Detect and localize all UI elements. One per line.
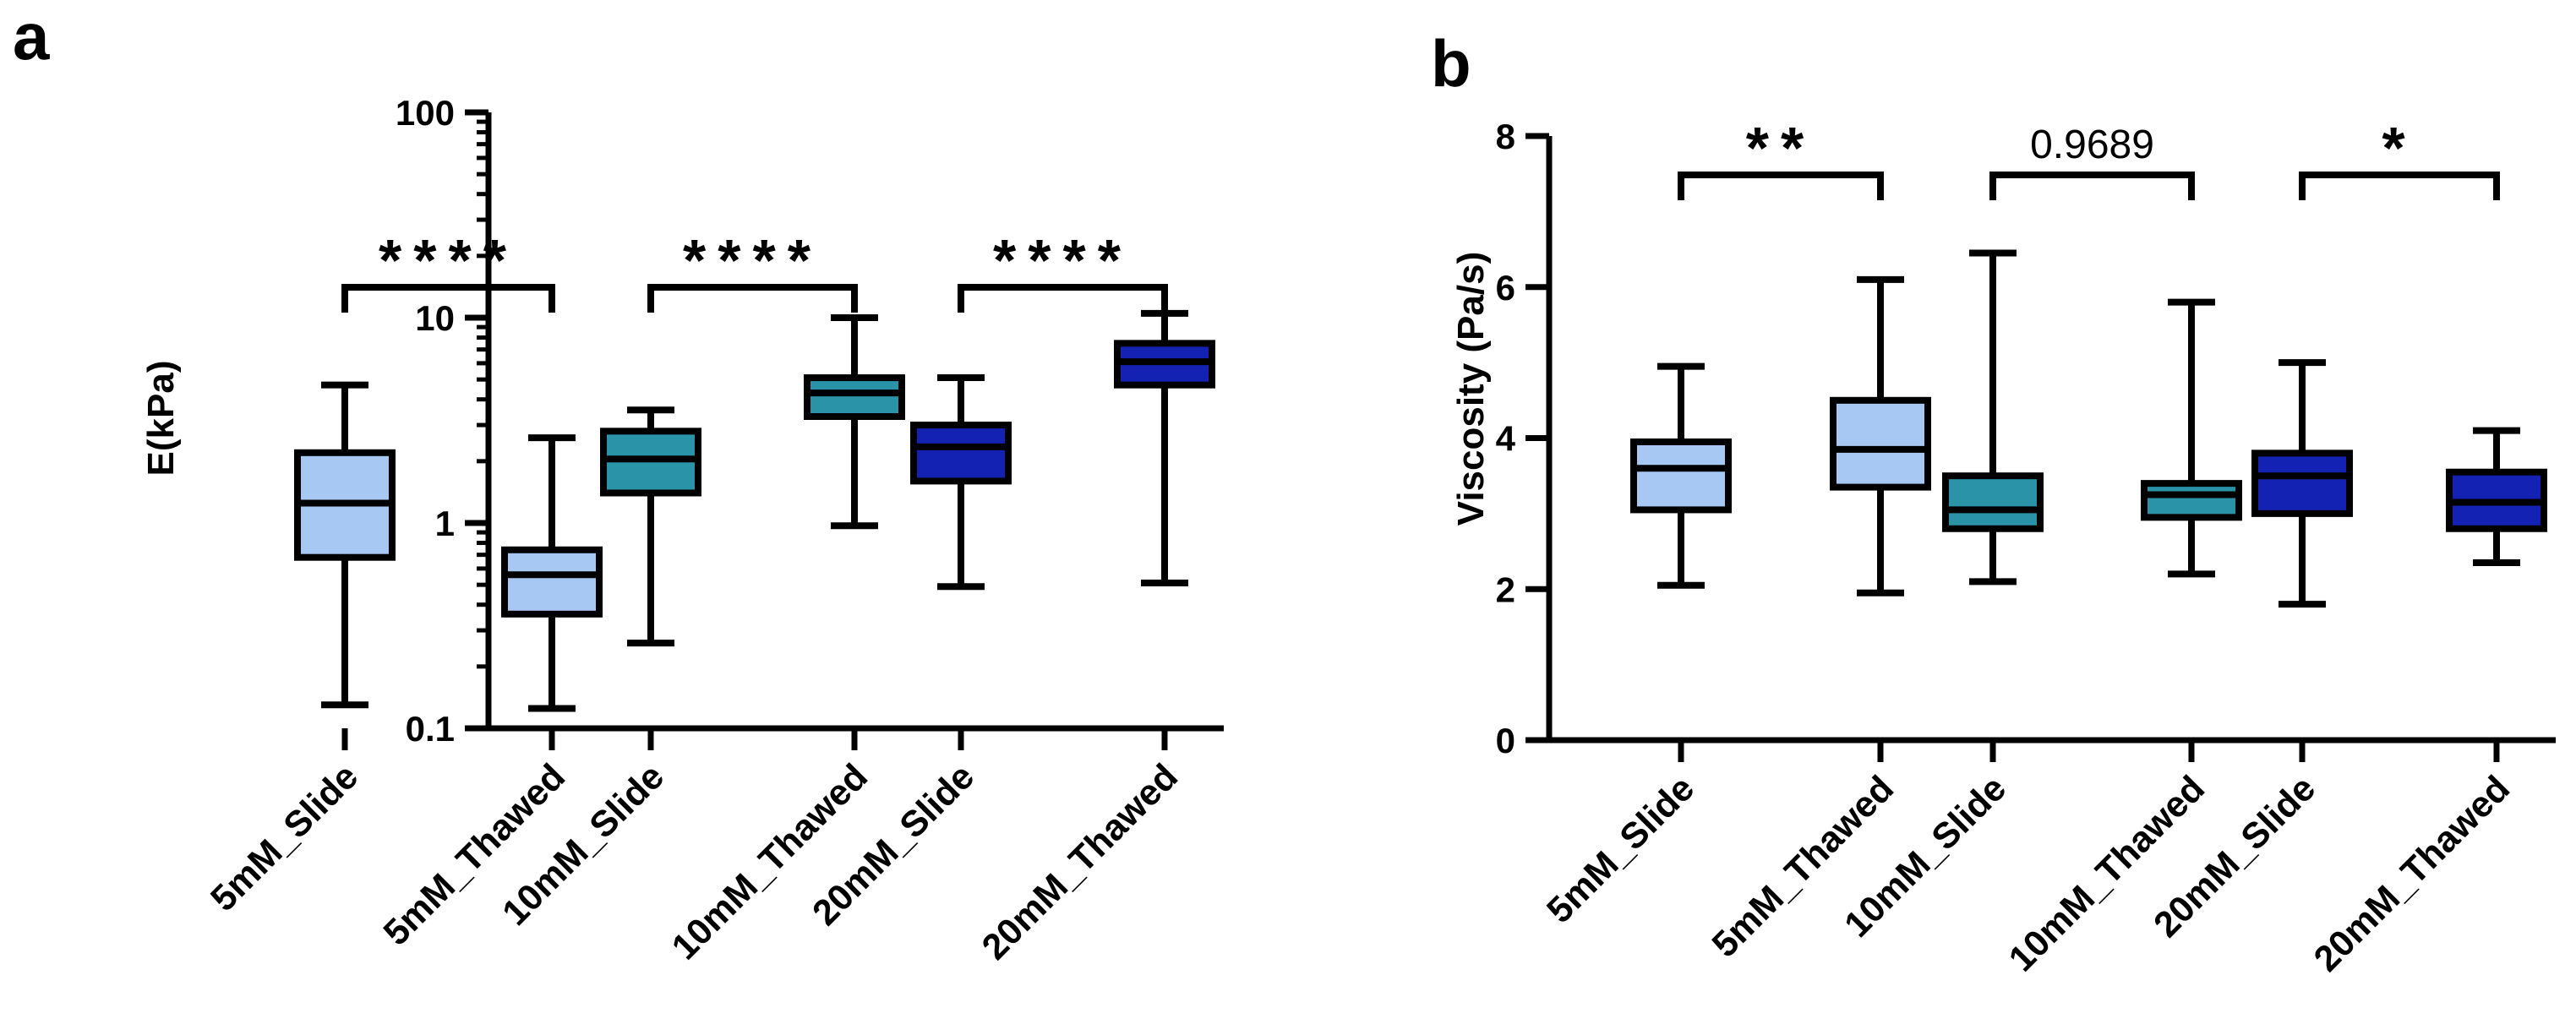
x-category-label: 10mM_Thawed	[664, 756, 876, 967]
y-tick-label: 0	[1496, 721, 1515, 760]
box	[1630, 438, 1732, 514]
y-tick-label: 0.1	[406, 709, 455, 749]
significance-bracket	[647, 284, 858, 313]
significance-label: ****	[683, 227, 822, 293]
significance-label: **	[1746, 115, 1815, 181]
box	[1830, 396, 1931, 491]
box	[804, 374, 905, 421]
significance-bracket	[341, 284, 555, 313]
panel-b-significance: ** 0.9689 *	[1678, 115, 2500, 200]
significance-bracket	[958, 284, 1168, 313]
box	[2141, 480, 2242, 521]
y-tick-label: 100	[396, 93, 455, 133]
significance-label: *	[2382, 115, 2416, 181]
panel-b-letter: b	[1431, 26, 1471, 101]
box	[501, 546, 603, 618]
x-category-label: 20mM_Thawed	[2306, 768, 2518, 979]
panel-a-y-axis-title: E(kPa)	[140, 361, 182, 477]
panel-a-boxes	[294, 309, 1215, 712]
box	[910, 422, 1012, 485]
panel-a-letter: a	[13, 0, 50, 74]
y-tick-label: 2	[1496, 569, 1515, 609]
y-tick-label: 8	[1496, 117, 1515, 156]
panel-b-boxes	[1630, 249, 2547, 608]
significance-bracket	[2299, 172, 2500, 200]
box	[2251, 449, 2353, 517]
significance-bracket	[1678, 172, 1884, 200]
panel-a-significance: **** **** ****	[341, 227, 1168, 313]
y-tick-label: 10	[415, 298, 455, 338]
significance-label: ****	[379, 227, 518, 293]
y-tick-label: 1	[435, 504, 455, 543]
x-category-label: 5mM_Thawed	[376, 756, 573, 953]
significance-label: 0.9689	[2030, 123, 2154, 167]
x-category-label: 5mM_Slide	[1539, 768, 1702, 931]
x-category-label: 20mM_Thawed	[974, 756, 1186, 967]
x-category-label: 10mM_Thawed	[2001, 768, 2213, 979]
y-tick-label: 4	[1496, 419, 1516, 459]
significance-bracket	[1989, 172, 2195, 200]
panel-b-y-axis-title: Viscosity (Pa/s)	[1450, 252, 1492, 526]
box	[1942, 472, 2044, 532]
y-tick-label: 6	[1496, 268, 1515, 308]
significance-label: ****	[993, 227, 1132, 293]
panel-a: a E(kPa) 0.1 1 10 100 5mM_Slide 5mM_Thawed 10m…	[13, 0, 1224, 967]
x-category-label: 5mM_Slide	[203, 756, 366, 919]
